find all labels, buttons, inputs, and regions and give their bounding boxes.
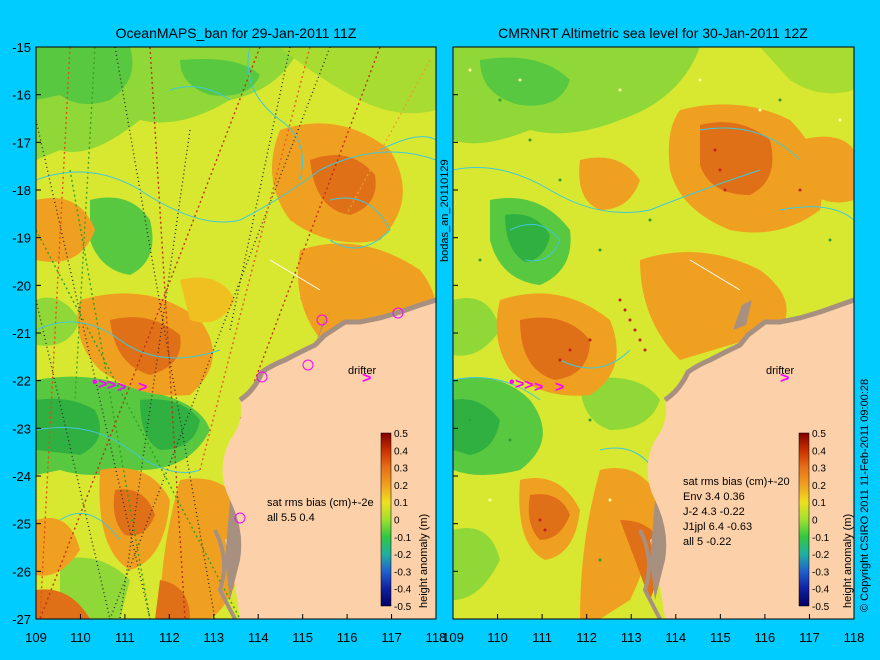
left-drifter-track: • > > > > > xyxy=(92,370,371,396)
right-x-tick-label: 113 xyxy=(621,630,642,645)
left-colorbar-tick: 0 xyxy=(394,516,400,527)
right-colorbar-tick: 0.4 xyxy=(812,446,826,457)
right-colorbar-tick: 0.2 xyxy=(812,481,826,492)
y-tick-label: -27 xyxy=(12,612,31,627)
right-stats-j2: J-2 4.3 -0.22 xyxy=(683,506,745,518)
left-stats-header: sat rms bias (cm)+-2e xyxy=(267,497,374,509)
right-colorbar xyxy=(798,432,810,607)
right-drifter-track: • > > > > > xyxy=(509,370,789,396)
left-x-tick-label: 109 xyxy=(25,630,47,645)
y-axis-ticks: -15 -16 -17 -18 -19 -20 -21 -22 -23 -24 -25 -26 -27 xyxy=(12,40,458,627)
right-colorbar-tick: 0.1 xyxy=(812,498,826,509)
right-drifter-label: drifter xyxy=(766,365,794,377)
svg-text:>: > xyxy=(555,379,564,396)
right-x-tick-label: 109 xyxy=(442,630,464,645)
right-colorbar-tick: -0.3 xyxy=(812,567,830,578)
left-map-field xyxy=(36,47,436,619)
left-x-tick-label: 112 xyxy=(159,630,180,645)
left-x-tick-label: 111 xyxy=(115,630,135,645)
svg-text:>: > xyxy=(138,379,147,396)
y-tick-label: -19 xyxy=(12,231,31,246)
right-colorbar-tick: -0.5 xyxy=(812,602,830,613)
right-x-tick-label: 116 xyxy=(755,630,776,645)
right-x-axis-ticks: 109 110 111 112 113 114 115 116 117 118 xyxy=(442,614,864,645)
right-colorbar-ticks: 0.5 0.4 0.3 0.2 0.1 0 -0.1 -0.2 -0.3 -0.4 -0.5 xyxy=(812,429,830,613)
right-stats-j1jpl: J1jpl 6.4 -0.63 xyxy=(683,521,752,533)
svg-text:•: • xyxy=(509,374,515,391)
right-stats-env: Env 3.4 0.36 xyxy=(683,491,745,503)
right-x-tick-label: 117 xyxy=(799,630,820,645)
right-map-panel: CMRNRT Altimetric sea level for 30-Jan-2… xyxy=(452,25,855,620)
left-map-panel: OceanMAPS_ban for 29-Jan-2011 11Z xyxy=(35,25,437,620)
left-colorbar-tick: -0.3 xyxy=(394,567,412,578)
left-x-tick-label: 117 xyxy=(381,630,402,645)
left-colorbar xyxy=(380,432,392,607)
right-colorbar-label: height anomaly (m) xyxy=(842,514,854,608)
svg-text:>: > xyxy=(780,370,789,387)
left-x-axis-ticks: 109 110 111 112 113 114 115 116 117 118 xyxy=(25,614,446,645)
svg-text:>: > xyxy=(524,377,533,394)
run-id-label: bodas_an_20110129 xyxy=(439,159,451,262)
left-colorbar-tick: 0.2 xyxy=(394,481,408,492)
left-colorbar-tick: 0.1 xyxy=(394,498,408,509)
right-map-field xyxy=(453,47,854,619)
right-x-tick-label: 118 xyxy=(844,630,865,645)
right-colorbar-tick: -0.4 xyxy=(812,585,830,596)
svg-text:>: > xyxy=(107,377,116,394)
y-tick-label: -17 xyxy=(12,135,31,150)
y-tick-label: -18 xyxy=(12,183,31,198)
right-x-tick-label: 112 xyxy=(576,630,597,645)
right-x-tick-label: 110 xyxy=(487,630,508,645)
left-x-tick-label: 113 xyxy=(203,630,224,645)
y-tick-label: -20 xyxy=(12,278,31,293)
right-x-tick-label: 115 xyxy=(710,630,731,645)
svg-text:>: > xyxy=(534,379,543,396)
left-colorbar-tick: 0.5 xyxy=(394,429,408,440)
svg-text:•: • xyxy=(92,374,98,391)
left-stats-all: all 5.5 0.4 xyxy=(267,512,315,524)
right-colorbar-tick: -0.2 xyxy=(812,550,830,561)
left-colorbar-tick: 0.3 xyxy=(394,464,408,475)
right-colorbar-tick: 0.5 xyxy=(812,429,826,440)
right-stats-all: all 5 -0.22 xyxy=(683,536,731,548)
y-tick-label: -24 xyxy=(12,469,31,484)
left-colorbar-tick: 0.4 xyxy=(394,446,408,457)
right-x-tick-label: 111 xyxy=(532,630,552,645)
left-colorbar-ticks: 0.5 0.4 0.3 0.2 0.1 0 -0.1 -0.2 -0.3 -0.4 -0.5 xyxy=(394,429,412,613)
left-colorbar-tick: -0.2 xyxy=(394,550,412,561)
svg-text:>: > xyxy=(98,376,107,393)
y-tick-label: -16 xyxy=(12,88,31,103)
right-colorbar-tick: 0 xyxy=(812,516,818,527)
svg-text:>: > xyxy=(117,379,126,396)
left-x-tick-label: 115 xyxy=(292,630,313,645)
left-x-tick-label: 116 xyxy=(337,630,358,645)
right-stats-header: sat rms bias (cm)+-20 xyxy=(683,476,790,488)
y-tick-label: -25 xyxy=(12,517,31,532)
left-colorbar-label: height anomaly (m) xyxy=(418,514,430,608)
y-tick-label: -15 xyxy=(12,40,31,55)
left-colorbar-tick: -0.4 xyxy=(394,585,412,596)
y-tick-label: -23 xyxy=(12,421,31,436)
y-tick-label: -26 xyxy=(12,564,31,579)
y-tick-label: -21 xyxy=(12,326,31,341)
svg-text:>: > xyxy=(515,376,524,393)
left-colorbar-tick: -0.1 xyxy=(394,533,412,544)
right-colorbar-tick: 0.3 xyxy=(812,464,826,475)
left-x-tick-label: 118 xyxy=(426,630,447,645)
y-tick-label: -22 xyxy=(12,374,31,389)
left-drifter-label: drifter xyxy=(348,365,376,377)
right-x-tick-label: 114 xyxy=(665,630,686,645)
left-map-title: OceanMAPS_ban for 29-Jan-2011 11Z xyxy=(116,25,357,41)
right-map-title: CMRNRT Altimetric sea level for 30-Jan-2… xyxy=(498,25,808,41)
copyright-timestamp: © Copyright CSIRO 2011 11-Feb-2011 09:00… xyxy=(859,379,871,612)
left-x-tick-label: 110 xyxy=(70,630,91,645)
left-x-tick-label: 114 xyxy=(248,630,269,645)
left-colorbar-tick: -0.5 xyxy=(394,602,412,613)
svg-text:>: > xyxy=(362,370,371,387)
right-colorbar-tick: -0.1 xyxy=(812,533,830,544)
